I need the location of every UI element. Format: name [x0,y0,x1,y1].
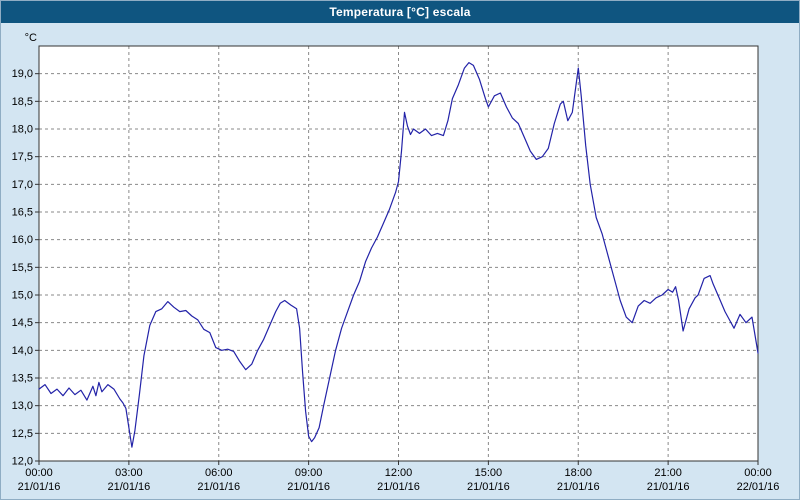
window-title: Temperatura [°C] escala [329,5,471,19]
svg-text:21/01/16: 21/01/16 [467,481,510,493]
svg-text:12,0: 12,0 [12,456,33,468]
svg-text:15,0: 15,0 [12,290,33,302]
svg-text:21/01/16: 21/01/16 [647,481,690,493]
svg-text:15,5: 15,5 [12,262,33,274]
temperature-line-chart: 19,0 18,5 18,0 17,5 17,0 16,5 16,0 15,5 15,0 14,5… [12,32,780,493]
svg-text:22/01/16: 22/01/16 [737,481,780,493]
chart-region: 19,0 18,5 18,0 17,5 17,0 16,5 16,0 15,5 15,0 14,5… [1,23,799,499]
svg-text:17,5: 17,5 [12,151,33,163]
svg-text:18,0: 18,0 [12,124,33,136]
svg-text:17,0: 17,0 [12,179,33,191]
svg-text:00:00: 00:00 [25,467,53,479]
svg-text:21/01/16: 21/01/16 [287,481,330,493]
svg-text:16,5: 16,5 [12,207,33,219]
svg-text:21/01/16: 21/01/16 [377,481,420,493]
svg-text:03:00: 03:00 [115,467,143,479]
svg-text:21/01/16: 21/01/16 [197,481,240,493]
svg-text:14,5: 14,5 [12,317,33,329]
svg-text:18,5: 18,5 [12,96,33,108]
svg-text:13,0: 13,0 [12,400,33,412]
svg-text:12:00: 12:00 [385,467,413,479]
svg-text:13,5: 13,5 [12,373,33,385]
svg-text:21/01/16: 21/01/16 [107,481,150,493]
svg-text:09:00: 09:00 [295,467,323,479]
svg-text:14,0: 14,0 [12,345,33,357]
svg-text:12,5: 12,5 [12,428,33,440]
svg-text:18:00: 18:00 [564,467,592,479]
svg-text:16,0: 16,0 [12,234,33,246]
svg-text:°C: °C [25,32,37,44]
window-titlebar: Temperatura [°C] escala [1,1,799,23]
svg-text:21/01/16: 21/01/16 [557,481,600,493]
svg-text:00:00: 00:00 [744,467,772,479]
svg-text:21:00: 21:00 [654,467,682,479]
svg-text:19,0: 19,0 [12,68,33,80]
svg-text:15:00: 15:00 [475,467,503,479]
svg-text:06:00: 06:00 [205,467,233,479]
svg-text:21/01/16: 21/01/16 [18,481,61,493]
